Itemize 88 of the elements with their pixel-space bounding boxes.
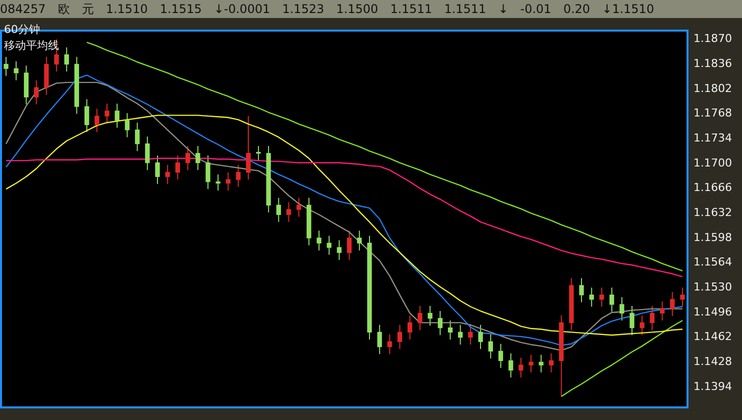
candlestick (196, 145, 200, 171)
y-tick-label: 1.1734 (694, 132, 732, 145)
candlestick (276, 197, 281, 222)
candlestick (175, 154, 180, 180)
text: 0.20 (563, 2, 590, 16)
candlestick (670, 292, 675, 317)
text: ↓-0.0001 (214, 2, 270, 16)
candlestick (296, 197, 302, 218)
candlestick (336, 240, 342, 260)
candlestick (518, 357, 524, 378)
y-tick-label: 1.1802 (694, 82, 732, 95)
candlestick (589, 287, 594, 308)
y-tick-label: 1.1496 (694, 305, 732, 318)
text: 084257 (0, 2, 46, 16)
text: 1.1500 (336, 2, 378, 16)
candlestick (599, 287, 604, 308)
candlestick (316, 230, 322, 251)
y-tick-label: 1.1768 (694, 106, 732, 120)
candlestick (286, 202, 292, 222)
candlestick (609, 287, 614, 312)
candlestick (418, 305, 422, 330)
candlestick (377, 324, 382, 355)
candlestick (64, 46, 69, 72)
text: 1.1510 (106, 2, 148, 16)
candlestick (346, 230, 352, 260)
candlestick (468, 324, 473, 346)
y-tick-label: 1.1870 (694, 32, 732, 46)
y-tick-label: 1.1700 (694, 156, 732, 170)
candlestick (650, 305, 655, 330)
candlestick (680, 287, 685, 308)
y-tick-label: 1.1462 (694, 330, 732, 344)
candlestick (246, 116, 251, 180)
candlestick (397, 324, 402, 350)
candlestick (387, 334, 392, 355)
y-tick-label: 1.1428 (694, 354, 732, 368)
candlestick (478, 324, 483, 350)
candlestick (236, 164, 241, 188)
y-tick-label: 1.1530 (694, 280, 732, 294)
text: 欧 (58, 0, 70, 18)
text: ↓ (498, 2, 508, 16)
candlestick (458, 324, 463, 346)
candlestick (165, 164, 170, 184)
y-tick-label: 1.1598 (694, 230, 732, 244)
candlestick (226, 172, 230, 192)
text: 元 (82, 0, 94, 18)
y-tick-label: 1.1564 (694, 256, 732, 269)
candlestick (448, 320, 453, 340)
y-tick-label: 1.1394 (694, 380, 732, 393)
text: 1.1511 (390, 2, 432, 16)
candlestick (4, 56, 8, 76)
y-tick-label: 1.1666 (694, 181, 732, 194)
text: 1.1523 (282, 2, 324, 16)
text: -0.01 (520, 2, 552, 16)
candlestick (579, 278, 584, 303)
candlestick (640, 314, 644, 336)
candlestick (34, 80, 39, 105)
candlestick (620, 296, 624, 322)
candlestick (630, 305, 634, 336)
candlestick (84, 98, 90, 133)
candlestick (548, 352, 554, 373)
candlestick (357, 230, 362, 251)
candlestick (114, 103, 120, 128)
candlestick (206, 154, 210, 190)
candlestick (134, 122, 140, 152)
text: 1.1511 (444, 2, 486, 16)
candlestick (104, 103, 110, 124)
candlestick (185, 145, 190, 171)
candlestick (438, 310, 442, 336)
candlestick (124, 112, 130, 138)
y-tick-label: 1.1836 (694, 57, 732, 70)
candlestick (428, 305, 432, 326)
candlestick (94, 108, 100, 133)
candlestick (660, 301, 665, 322)
candlestick (326, 235, 332, 256)
text: ↓1.1510 (602, 2, 654, 16)
candlestick (538, 354, 544, 373)
candlestick (216, 174, 220, 192)
candlestick (145, 136, 150, 171)
text: 1.1515 (160, 2, 202, 16)
candlestick (528, 354, 534, 373)
candlestick (256, 145, 261, 162)
candlestick (155, 154, 160, 184)
candlestick (488, 334, 493, 359)
candlestick (408, 314, 412, 340)
y-tick-label: 1.1632 (694, 206, 732, 220)
candlestick (508, 352, 514, 378)
candlestick (14, 60, 18, 81)
candlestick (498, 343, 504, 368)
